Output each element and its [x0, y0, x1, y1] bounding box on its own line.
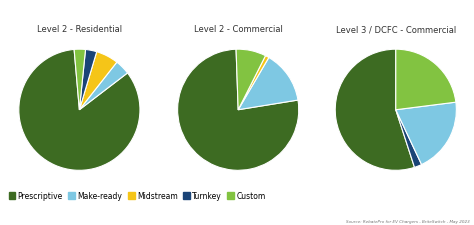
Title: Level 2 - Commercial: Level 2 - Commercial	[194, 25, 283, 34]
Wedge shape	[396, 103, 456, 165]
Wedge shape	[396, 50, 456, 110]
Wedge shape	[79, 52, 117, 110]
Title: Level 2 - Residential: Level 2 - Residential	[37, 25, 122, 34]
Wedge shape	[238, 58, 298, 110]
Text: Source: RebatePro for EV Chargers - BriteSwitch - May 2023: Source: RebatePro for EV Chargers - Brit…	[346, 219, 469, 223]
Legend: Prescriptive, Make-ready, Midstream, Turnkey, Custom: Prescriptive, Make-ready, Midstream, Tur…	[9, 191, 265, 200]
Wedge shape	[74, 50, 85, 110]
Wedge shape	[236, 50, 265, 110]
Wedge shape	[238, 56, 269, 110]
Wedge shape	[19, 50, 140, 171]
Wedge shape	[79, 50, 97, 110]
Wedge shape	[79, 63, 128, 110]
Title: Level 3 / DCFC - Commercial: Level 3 / DCFC - Commercial	[336, 25, 456, 34]
Text: Types of EV Charger Rebate Programs: Types of EV Charger Rebate Programs	[94, 11, 380, 24]
Wedge shape	[178, 50, 299, 171]
Wedge shape	[335, 50, 414, 171]
Wedge shape	[396, 110, 421, 168]
